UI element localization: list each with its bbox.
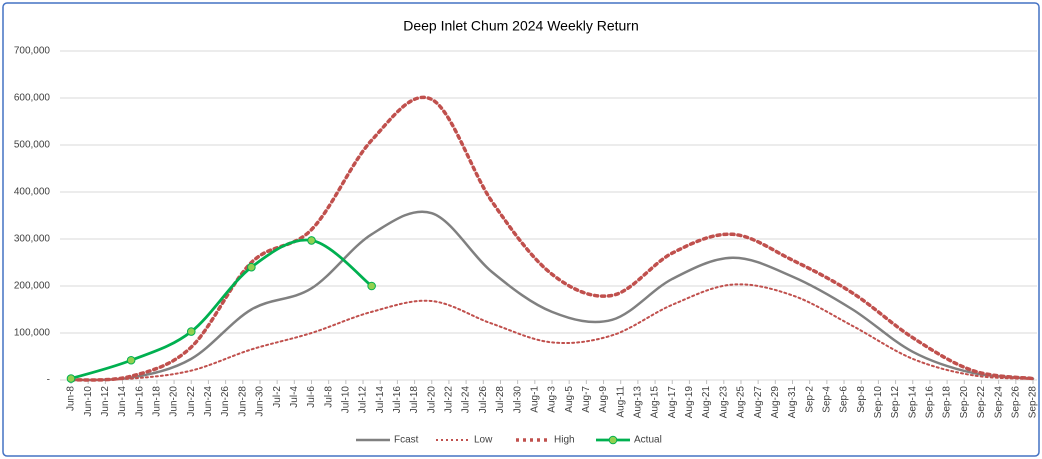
x-tick-label: Jul-30	[512, 386, 523, 414]
x-tick-label: Aug-9	[598, 386, 609, 413]
x-tick-label: Sep-20	[959, 386, 970, 419]
x-tick-label: Sep-16	[925, 386, 936, 419]
x-tick-label: Jun-28	[237, 386, 248, 417]
x-tick-label: Aug-27	[753, 386, 764, 419]
y-tick-label: 400,000	[14, 187, 51, 198]
x-tick-label: Jul-22	[444, 386, 455, 414]
x-tick-label: Aug-17	[667, 386, 678, 419]
chart-title: Deep Inlet Chum 2024 Weekly Return	[403, 18, 639, 34]
x-tick-label: Jun-24	[203, 386, 214, 417]
x-tick-label: Jun-16	[134, 386, 145, 417]
x-tick-label: Jun-10	[83, 386, 94, 417]
marker	[126, 355, 136, 365]
x-tick-label: Sep-10	[873, 386, 884, 419]
x-tick-label: Jul-14	[375, 386, 386, 414]
x-tick-label: Aug-13	[633, 386, 644, 419]
y-tick-label: 200,000	[14, 281, 51, 292]
y-tick-label: 100,000	[14, 328, 51, 339]
x-tick-label: Jun-14	[117, 386, 128, 417]
x-tick-label: Sep-8	[856, 386, 867, 413]
x-tick-label: Jun-22	[186, 386, 197, 417]
x-tick-label: Jul-10	[340, 386, 351, 414]
x-tick-label: Jul-6	[306, 386, 317, 408]
x-tick-label: Sep-4	[821, 386, 832, 413]
x-tick-label: Sep-12	[890, 386, 901, 419]
x-tick-label: Jul-28	[495, 386, 506, 414]
x-tick-label: Aug-19	[684, 386, 695, 419]
marker	[247, 262, 256, 272]
x-tick-label: Jul-2	[272, 386, 283, 408]
x-tick-label: Jul-18	[409, 386, 420, 414]
x-tick-label: Aug-31	[787, 386, 798, 419]
x-tick-label: Sep-22	[976, 386, 987, 419]
x-tick-label: Jul-4	[289, 386, 300, 408]
x-tick-label: Aug-11	[615, 386, 626, 418]
x-tick-label: Jul-8	[323, 386, 334, 408]
x-tick-label: Jul-16	[392, 386, 403, 414]
x-tick-label: Aug-25	[736, 386, 747, 419]
x-tick-label: Sep-18	[942, 386, 953, 419]
x-tick-label: Aug-1	[529, 386, 540, 413]
x-tick-label: Aug-7	[581, 386, 592, 413]
x-tick-label: Aug-3	[547, 386, 558, 413]
x-tick-label: Jun-18	[152, 386, 163, 417]
x-tick-label: Jun-12	[100, 386, 111, 417]
legend-marker	[608, 435, 618, 445]
x-tick-label: Jul-26	[478, 386, 489, 414]
x-tick-label: Jun-20	[169, 386, 180, 417]
series-line	[69, 210, 1035, 382]
x-tick-label: Sep-26	[1010, 386, 1021, 419]
y-tick-label: -	[47, 375, 50, 386]
x-tick-label: Sep-24	[993, 386, 1004, 419]
x-tick-label: Sep-28	[1028, 386, 1039, 419]
x-tick-label: Jul-24	[461, 386, 472, 414]
x-tick-label: Aug-29	[770, 386, 781, 419]
x-tick-label: Aug-21	[701, 386, 712, 419]
y-tick-label: 600,000	[14, 93, 51, 104]
x-tick-label: Jun-8	[66, 386, 77, 411]
legend-label: High	[554, 435, 575, 446]
x-tick-label: Aug-15	[650, 386, 661, 419]
series-line	[70, 283, 1034, 381]
y-tick-label: 700,000	[14, 46, 51, 57]
legend-label: Fcast	[394, 435, 419, 446]
x-tick-label: Jul-12	[358, 386, 369, 414]
y-tick-label: 500,000	[14, 140, 51, 151]
x-tick-label: Sep-6	[839, 386, 850, 413]
legend-label: Low	[474, 435, 493, 446]
marker	[66, 374, 76, 383]
marker	[186, 327, 196, 336]
x-tick-label: Sep-14	[907, 386, 918, 419]
legend-label: Actual	[634, 435, 662, 446]
x-tick-label: Jun-30	[255, 386, 266, 417]
marker	[307, 236, 316, 245]
y-tick-label: 300,000	[14, 234, 51, 245]
x-tick-label: Aug-23	[718, 386, 729, 419]
x-tick-label: Jun-26	[220, 386, 231, 417]
x-tick-label: Jul-20	[426, 386, 437, 414]
x-tick-label: Aug-5	[564, 386, 575, 413]
x-tick-label: Sep-2	[804, 386, 815, 413]
marker	[367, 281, 376, 291]
